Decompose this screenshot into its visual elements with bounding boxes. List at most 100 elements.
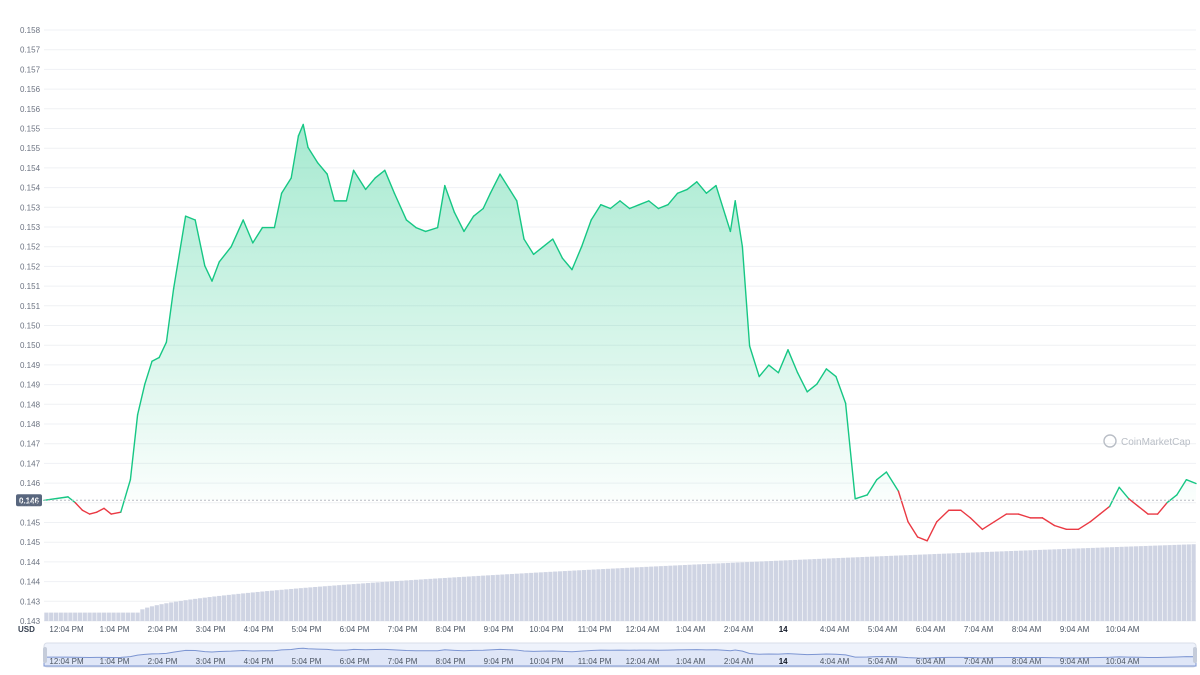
- price-segment: [352, 169, 367, 191]
- navigator-x-tick-label: 9:04 AM: [1060, 657, 1090, 666]
- volume-bar: [1033, 550, 1038, 621]
- price-segment: [194, 219, 206, 267]
- volume-bar: [706, 563, 711, 621]
- volume-bar: [63, 612, 68, 621]
- volume-bar: [778, 560, 783, 621]
- volume-bar: [956, 553, 961, 621]
- price-segment: [415, 226, 427, 233]
- y-tick-label: 0.150: [20, 322, 41, 331]
- price-segment: [103, 507, 112, 515]
- price-segment: [1041, 517, 1056, 527]
- volume-bar: [303, 587, 308, 621]
- price-segment: [81, 509, 91, 515]
- price-segment: [516, 200, 525, 240]
- volume-bar: [884, 556, 889, 621]
- navigator-x-tick-label: 6:04 PM: [340, 657, 370, 666]
- price-segment: [897, 490, 909, 523]
- y-tick-label: 0.155: [20, 125, 41, 134]
- volume-bar: [1095, 547, 1100, 621]
- price-segment: [619, 200, 631, 210]
- currency-label: USD: [18, 625, 35, 634]
- reference-price-badge: 0.146: [16, 494, 42, 507]
- volume-bar: [961, 552, 966, 621]
- coinmarketcap-watermark: CoinMarketCap: [1103, 434, 1191, 448]
- volume-bar: [514, 573, 519, 621]
- volume-bar: [322, 586, 327, 621]
- volume-bar: [1076, 548, 1081, 621]
- volume-bar: [116, 612, 121, 621]
- volume-bar: [874, 556, 879, 621]
- volume-bar: [543, 572, 548, 621]
- volume-bar: [548, 571, 553, 621]
- range-navigator[interactable]: 12:04 PM 1:04 PM 2:04 PM 3:04 PM 4:04 PM 5:04…: [43, 642, 1197, 668]
- volume-bar: [466, 576, 471, 621]
- navigator-right-handle[interactable]: [1193, 647, 1197, 663]
- price-segment: [758, 364, 770, 378]
- x-tick-label: 9:04 PM: [484, 625, 514, 634]
- y-tick-label: 0.150: [20, 341, 41, 350]
- volume-bar: [245, 592, 251, 621]
- volume-bar: [1119, 546, 1124, 621]
- volume-bar: [524, 573, 529, 621]
- price-segment: [43, 496, 69, 502]
- volume-bar: [869, 556, 875, 621]
- volume-bar: [1018, 550, 1023, 621]
- price-segment: [876, 471, 888, 481]
- volume-bar: [279, 589, 284, 621]
- volume-bar: [889, 555, 894, 621]
- price-segment: [981, 520, 996, 531]
- volume-bar: [845, 557, 851, 621]
- volume-bar: [941, 553, 947, 621]
- volume-bar: [1177, 544, 1182, 621]
- volume-bar: [97, 612, 102, 621]
- volume-bar: [274, 590, 279, 621]
- navigator-x-tick-label: 9:04 PM: [484, 657, 514, 666]
- volume-bar: [284, 589, 289, 621]
- volume-bar: [404, 580, 409, 621]
- volume-bar: [260, 591, 265, 621]
- volume-bar: [106, 612, 111, 621]
- volume-bar: [764, 561, 769, 621]
- x-tick-label: 4:04 PM: [244, 625, 274, 634]
- volume-bar: [1023, 550, 1028, 621]
- volume-bar: [932, 554, 937, 621]
- y-tick-label: 0.156: [20, 105, 41, 114]
- volume-bar: [509, 573, 515, 621]
- volume-bar: [255, 591, 260, 621]
- volume-bar: [687, 564, 692, 621]
- volume-bar: [1081, 548, 1086, 621]
- price-segment: [571, 246, 583, 271]
- volume-bar: [370, 582, 375, 621]
- volume-bar: [49, 612, 54, 621]
- volume-bar: [217, 595, 222, 621]
- volume-bar: [677, 565, 683, 621]
- volume-bar: [1109, 547, 1115, 621]
- price-segment: [280, 177, 292, 194]
- navigator-x-tick-label: 2:04 PM: [148, 657, 178, 666]
- volume-bar: [601, 569, 606, 621]
- volume-bar: [538, 572, 543, 621]
- navigator-x-tick-label: 7:04 AM: [964, 657, 994, 666]
- volume-bar: [221, 595, 227, 621]
- y-tick-label: 0.144: [20, 578, 41, 587]
- volume-bar: [673, 565, 678, 621]
- price-segment: [729, 200, 736, 233]
- price-segment: [748, 345, 760, 378]
- volume-bar: [922, 554, 927, 621]
- volume-bar: [1148, 545, 1153, 621]
- navigator-left-handle[interactable]: [43, 647, 47, 663]
- volume-bar: [692, 564, 697, 621]
- volume-bar: [999, 551, 1004, 621]
- price-segment: [129, 414, 139, 481]
- price-segment: [499, 173, 511, 191]
- y-tick-label: 0.148: [20, 420, 41, 429]
- volume-bar: [351, 584, 356, 621]
- volume-bar: [356, 583, 361, 621]
- volume-bar: [586, 569, 591, 621]
- price-segment: [297, 123, 304, 137]
- price-segment: [463, 215, 475, 233]
- volume-bar: [313, 586, 318, 621]
- volume-bar: [711, 563, 716, 621]
- volume-bar: [250, 592, 255, 621]
